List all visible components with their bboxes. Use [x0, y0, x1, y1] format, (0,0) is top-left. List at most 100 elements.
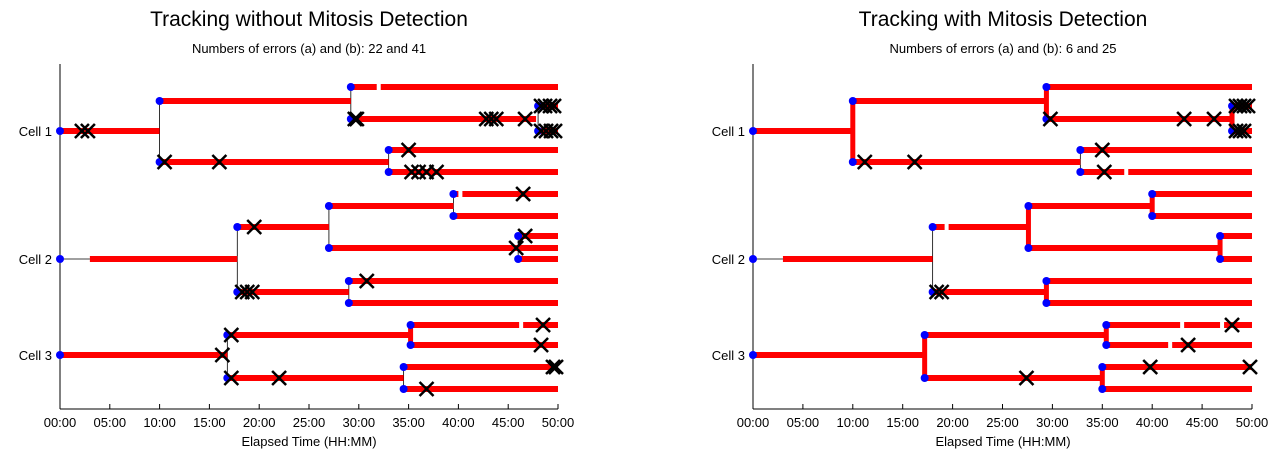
panel-without-mitosis: Tracking without Mitosis Detection Numbe… [19, 8, 575, 449]
x-tick-label: 35:00 [1086, 415, 1119, 430]
error-mark [1018, 370, 1035, 386]
error-mark [1142, 359, 1159, 375]
track-gap [944, 223, 949, 231]
error-mark [547, 123, 563, 139]
panel-with-mitosis: Tracking with Mitosis Detection Numbers … [712, 8, 1269, 449]
error-mark [348, 111, 365, 127]
error-mark [1206, 111, 1222, 127]
error-mark [239, 284, 256, 300]
track-start-point [56, 351, 64, 359]
error-mark [211, 154, 228, 170]
track-gap [1180, 321, 1185, 329]
error-mark [80, 123, 96, 139]
track-start-point [344, 299, 353, 307]
error-mark [1242, 359, 1258, 375]
x-tick-label: 20:00 [936, 415, 969, 430]
track-start-point [1098, 385, 1107, 393]
x-tick-label: 25:00 [293, 415, 326, 430]
track-start-point [1042, 83, 1051, 91]
track-start-point [749, 127, 757, 135]
track-gap [376, 83, 381, 91]
error-mark [403, 164, 420, 180]
x-tick-label: 10:00 [143, 415, 176, 430]
track-gap [1168, 341, 1173, 349]
track-start-point [1076, 146, 1085, 154]
error-mark [400, 142, 417, 158]
track-start-point [920, 374, 929, 382]
x-tick-label: 00:00 [44, 415, 77, 430]
error-mark [156, 154, 173, 170]
cell-label: Cell 3 [19, 348, 52, 363]
track-start-point [399, 385, 408, 393]
track-start-point [1024, 244, 1033, 252]
error-mark [246, 219, 263, 235]
chart-subtitle: Numbers of errors (a) and (b): 6 and 25 [890, 41, 1117, 56]
track-start-point [56, 255, 64, 263]
track-start-point [1148, 212, 1157, 220]
error-mark [1236, 98, 1252, 114]
track-start-point [406, 341, 415, 349]
cell-label: Cell 3 [712, 348, 745, 363]
track-start-point [406, 321, 415, 329]
x-tick-label: 45:00 [1186, 415, 1219, 430]
cell-label: Cell 2 [19, 252, 52, 267]
chart-subtitle: Numbers of errors (a) and (b): 22 and 41 [192, 41, 426, 56]
error-mark [346, 111, 363, 127]
x-tick-label: 15:00 [886, 415, 919, 430]
error-mark [533, 337, 549, 353]
track-gap [1124, 168, 1129, 176]
error-mark [517, 228, 534, 244]
x-tick-label: 05:00 [787, 415, 820, 430]
error-mark [223, 327, 240, 343]
track-start-point [848, 97, 857, 105]
track-gap [1220, 321, 1225, 329]
error-mark [517, 111, 534, 127]
track-start-point [920, 331, 929, 339]
cell-label: Cell 1 [712, 124, 745, 139]
x-tick-label: 50:00 [1236, 415, 1269, 430]
track-start-point [928, 223, 937, 231]
x-tick-label: 20:00 [243, 415, 276, 430]
error-mark [543, 123, 559, 139]
error-mark [483, 111, 500, 127]
error-mark [214, 347, 231, 363]
track-gap [376, 168, 381, 176]
error-mark [1096, 164, 1113, 180]
error-mark [271, 370, 288, 386]
x-tick-label: 15:00 [193, 415, 226, 430]
track-start-point [324, 202, 333, 210]
error-mark [358, 273, 375, 289]
track-start-point [449, 212, 458, 220]
track-start-point [384, 146, 393, 154]
error-mark [906, 154, 923, 170]
track-start-point [1148, 190, 1157, 198]
x-tick-label: 10:00 [837, 415, 870, 430]
x-tick-label: 00:00 [737, 415, 770, 430]
track-start-point [1216, 255, 1225, 263]
x-tick-label: 40:00 [1136, 415, 1169, 430]
error-mark [1180, 337, 1197, 353]
track-start-point [1042, 299, 1051, 307]
x-tick-label: 50:00 [542, 415, 575, 430]
track-start-point [155, 97, 164, 105]
track-start-point [346, 83, 355, 91]
error-mark [856, 154, 873, 170]
track-start-point [449, 190, 458, 198]
error-mark [508, 240, 525, 256]
track-start-point [324, 244, 333, 252]
cell-label: Cell 2 [712, 252, 745, 267]
error-mark [244, 284, 261, 300]
track-start-point [514, 255, 523, 263]
x-tick-label: 35:00 [392, 415, 425, 430]
error-mark [1232, 123, 1248, 139]
track-start-point [56, 127, 64, 135]
error-mark [1176, 111, 1193, 127]
track-gap [458, 190, 463, 198]
track-start-point [749, 255, 757, 263]
error-mark [1094, 142, 1111, 158]
x-axis-label: Elapsed Time (HH:MM) [241, 434, 376, 449]
error-mark [933, 284, 950, 300]
error-mark [535, 317, 551, 333]
